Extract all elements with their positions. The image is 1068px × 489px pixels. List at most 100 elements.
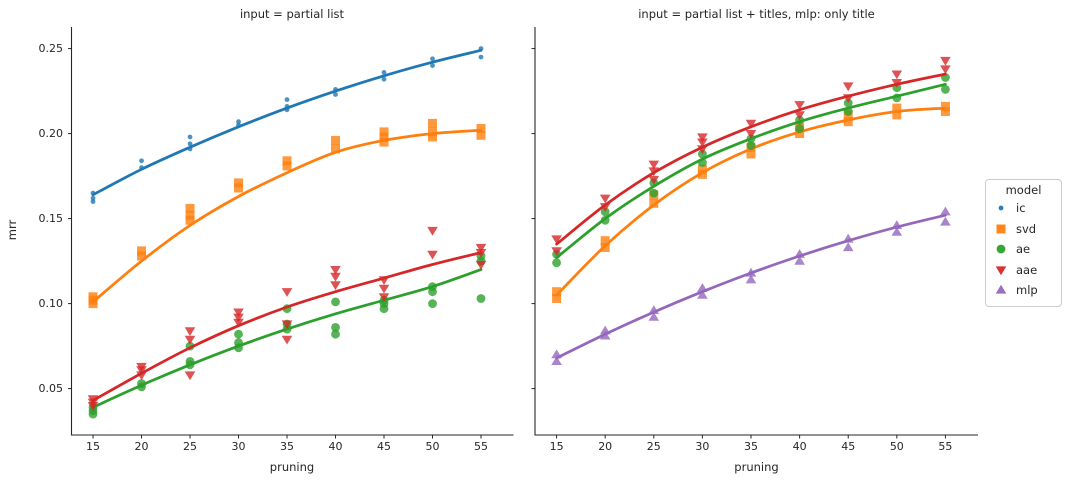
square-marker	[88, 292, 98, 302]
square-marker	[234, 178, 244, 188]
triangle_up-icon	[986, 283, 1016, 297]
x-tick-label: 45	[377, 440, 391, 453]
square-icon	[986, 222, 1016, 236]
x-tick-label: 50	[889, 440, 904, 453]
x-tick-label: 50	[425, 440, 440, 453]
legend-item-label: aae	[1016, 262, 1038, 277]
circle-marker	[746, 141, 756, 150]
square-marker	[428, 118, 438, 128]
square-marker	[282, 156, 292, 166]
dot-marker	[430, 56, 435, 62]
square-marker	[697, 164, 707, 174]
y-axis-label: mrr	[5, 219, 20, 241]
square-marker	[996, 224, 1006, 234]
regression-line-ae	[555, 82, 947, 260]
triangle_down-marker	[995, 266, 1007, 275]
legend-item-aae: aae	[986, 260, 1061, 281]
square-marker	[552, 293, 562, 303]
square-marker	[137, 251, 147, 261]
axis-spines	[534, 27, 978, 436]
legend-item-label: ae	[1016, 242, 1031, 257]
y-tick-label: 0.20	[38, 126, 64, 140]
legend-items: ic svd ae aae mlp	[986, 198, 1061, 301]
triangle_down-marker	[745, 130, 757, 139]
square-marker	[185, 203, 195, 213]
triangle_down-marker	[891, 70, 903, 80]
triangle_up-marker	[794, 255, 805, 265]
x-tick-label: 30	[695, 440, 710, 453]
square-marker	[795, 129, 805, 139]
circle-marker	[331, 297, 340, 307]
x-tick-label: 30	[231, 440, 246, 453]
legend: model ic svd ae aae mlp	[985, 179, 1062, 307]
regression-line-ic	[91, 48, 483, 197]
x-tick-label: 45	[841, 440, 856, 453]
circle-marker	[476, 294, 486, 303]
dot-marker	[236, 119, 241, 125]
axis-spines	[70, 27, 514, 436]
square-marker	[697, 169, 707, 179]
x-tick-label: 20	[134, 440, 149, 453]
y-tick-label: 0.25	[38, 41, 64, 55]
dot-marker	[187, 134, 193, 140]
panel2-title: input = partial list + titles, mlp: only…	[638, 7, 875, 21]
triangle_down-marker	[697, 138, 708, 148]
triangle_up-marker	[697, 289, 708, 299]
legend-item-svd: svd	[986, 219, 1061, 240]
panel1-title: input = partial list	[239, 7, 345, 21]
triangle_down-marker	[745, 119, 757, 129]
circle-marker	[331, 322, 340, 332]
legend-item-label: svd	[1016, 221, 1037, 236]
triangle_down-marker	[427, 250, 438, 260]
triangle_down-icon	[986, 263, 1016, 277]
square-marker	[940, 101, 950, 111]
x-tick-label: 25	[183, 440, 198, 453]
triangle_up-marker	[995, 285, 1007, 294]
circle-marker	[649, 188, 659, 198]
dot-marker	[139, 158, 144, 164]
x-tick-label: 15	[549, 440, 564, 453]
triangle_up-marker	[940, 206, 951, 216]
square-marker	[234, 183, 244, 193]
square-marker	[476, 123, 486, 133]
regression-line-mlp	[555, 213, 947, 360]
x-tick-label: 40	[792, 440, 807, 453]
regression-line-svd	[91, 128, 483, 304]
legend-item-label: mlp	[1016, 283, 1038, 298]
triangle_down-marker	[475, 243, 487, 253]
circle-marker	[234, 329, 243, 339]
square-marker	[843, 117, 853, 127]
dot-marker	[187, 141, 193, 147]
y-tick-label: 0.10	[38, 296, 64, 310]
x-tick-label: 55	[938, 440, 953, 453]
triangle_down-marker	[184, 327, 196, 336]
square-marker	[137, 246, 147, 256]
regression-line-aae	[555, 72, 947, 246]
regression-line-aae	[91, 251, 483, 402]
square-marker	[892, 110, 902, 120]
square-marker	[892, 103, 902, 113]
x-tick-label: 15	[86, 440, 101, 453]
triangle_down-marker	[281, 288, 293, 297]
dot-icon	[986, 201, 1016, 215]
dot-marker	[333, 92, 338, 97]
dot-marker	[478, 54, 484, 60]
triangle_down-marker	[330, 272, 341, 282]
triangle_down-marker	[697, 133, 708, 143]
triangle_up-marker	[842, 242, 854, 252]
legend-item-ic: ic	[986, 198, 1061, 219]
triangle_down-marker	[599, 194, 611, 204]
square-marker	[185, 215, 195, 225]
x-tick-label: 35	[744, 440, 758, 453]
triangle_down-marker	[794, 111, 805, 121]
triangle_down-marker	[233, 308, 244, 318]
square-marker	[940, 106, 950, 116]
triangle_up-marker	[648, 312, 660, 321]
y-tick-label: 0.05	[38, 381, 64, 395]
square-marker	[552, 287, 562, 297]
x-tick-label: 20	[598, 440, 613, 453]
circle-marker	[996, 244, 1006, 254]
square-marker	[185, 210, 195, 220]
